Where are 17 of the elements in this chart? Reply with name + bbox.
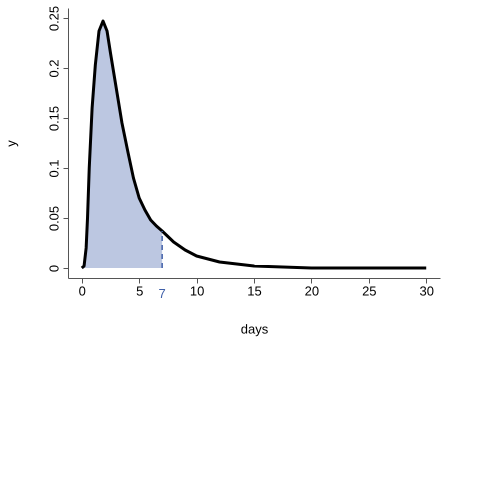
y-tick-label: 0.2 [46,59,62,78]
x-axis-title: days [240,322,269,336]
y-tick-label: 0 [46,264,62,272]
x-tick-label: 15 [247,284,262,298]
y-tick-label: 0.05 [46,206,62,232]
y-axis-title: y [4,140,18,147]
x-tick-label: 20 [304,284,320,298]
ref-line-label: 7 [158,286,166,301]
x-tick-label: 25 [362,284,377,298]
x-tick-label: 30 [419,284,434,298]
x-tick-label: 5 [136,284,144,298]
x-tick-label: 0 [78,284,86,298]
y-tick-label: 0.25 [46,6,62,32]
y-tick-label: 0.1 [46,159,62,178]
x-tick-label: 10 [190,284,204,298]
y-tick-label: 0.15 [46,106,62,132]
line-series [80,20,428,270]
